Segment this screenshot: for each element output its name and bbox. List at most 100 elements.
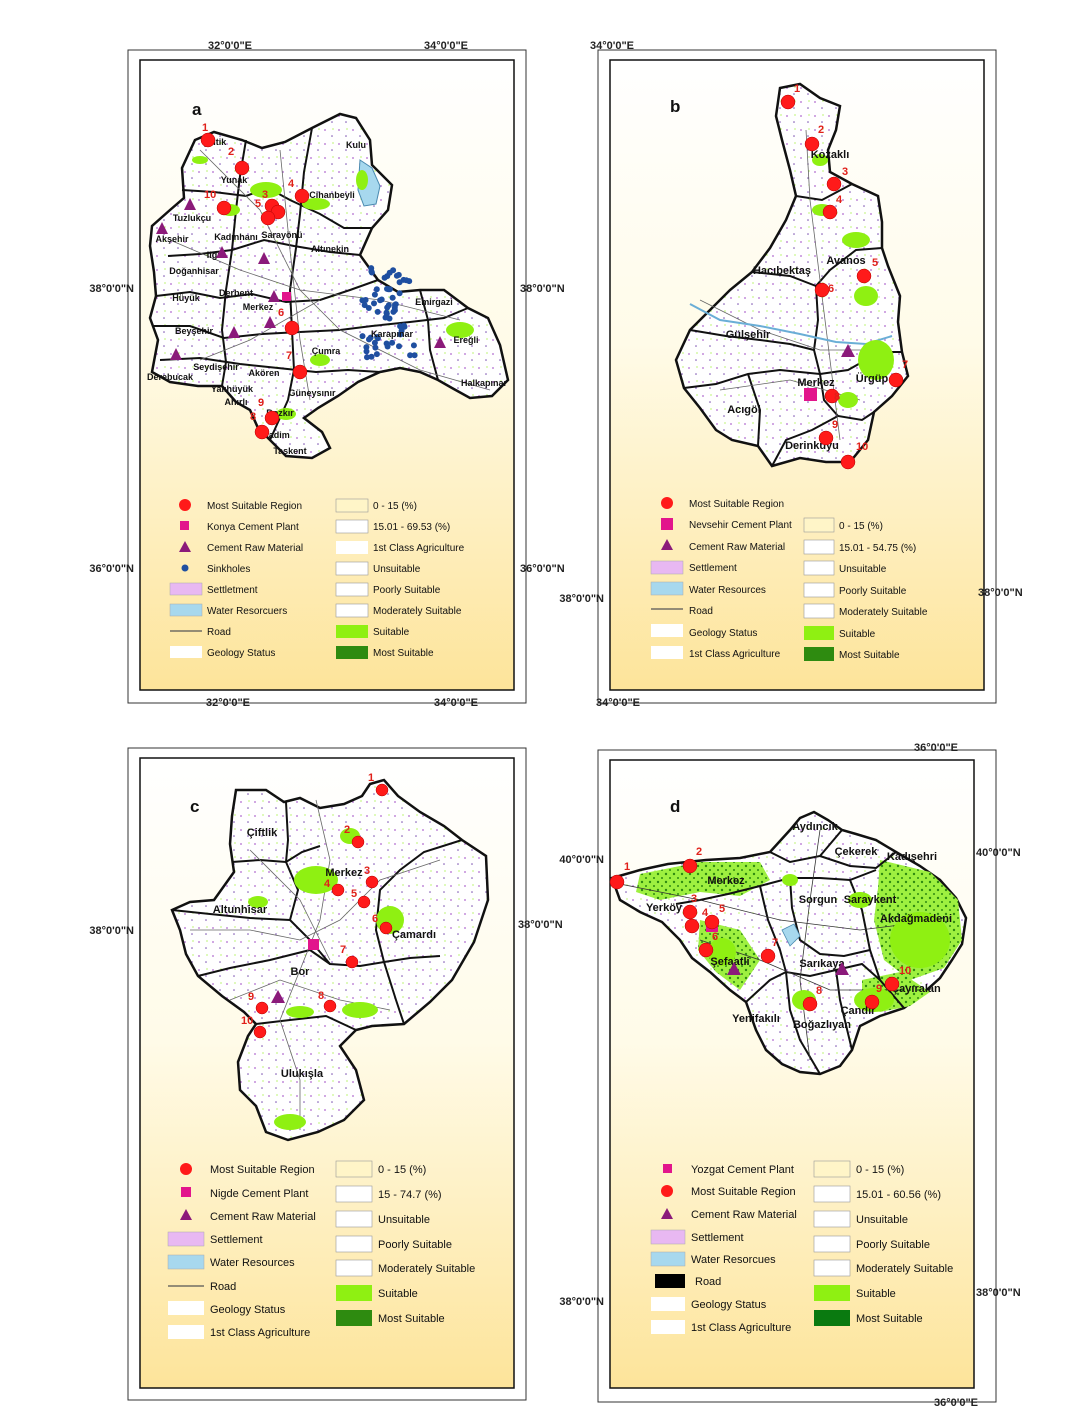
legend-symbol	[336, 646, 368, 659]
legend-symbol	[336, 1310, 372, 1326]
region-marker	[375, 783, 389, 797]
raw-material-marker	[170, 348, 182, 360]
nevsehir-boundary	[674, 82, 910, 468]
sinkhole-point	[385, 302, 392, 309]
legend-label: Poorly Suitable	[373, 585, 441, 596]
legend-label: Poorly Suitable	[839, 586, 907, 597]
region-number: 3	[364, 865, 370, 877]
region-marker	[284, 320, 300, 336]
district-label: Emirgazi	[415, 297, 453, 307]
region-marker	[254, 424, 270, 440]
district-label: Çayıralan	[891, 983, 941, 995]
region-marker	[365, 875, 379, 889]
legend-symbol	[335, 1259, 373, 1277]
legend-label: Water Resorcuers	[207, 606, 287, 617]
road-network	[169, 149, 491, 401]
region-number: 1	[202, 122, 208, 134]
district-label: Çandır	[841, 1005, 877, 1017]
legend-symbol	[335, 1235, 373, 1253]
district-label: Ahırlı	[224, 397, 247, 407]
region-number: 2	[344, 824, 350, 836]
legend-symbol	[804, 647, 834, 661]
legend-c: Most Suitable Region Nigde Cement Plant …	[167, 1160, 475, 1339]
region-number: 6	[712, 931, 718, 943]
region-number: 9	[248, 991, 254, 1003]
legend-symbol	[663, 1164, 672, 1173]
panel-c: 38°0'0"N 38°0'0"N Çift	[89, 747, 563, 1401]
panel-label-c: c	[190, 797, 199, 816]
legend-symbol	[336, 541, 368, 554]
panel-b-frame	[597, 49, 997, 704]
cement-plant-marker	[308, 939, 319, 950]
legend-symbol	[650, 581, 684, 596]
legend-symbol	[661, 518, 673, 530]
legend-label: Geology Status	[689, 628, 757, 639]
sinkhole-point	[403, 277, 410, 284]
legend-d: Yozgat Cement Plant Most Suitable Region…	[650, 1160, 953, 1334]
legend-label: Unsuitable	[856, 1214, 908, 1226]
legend-label: Settlement	[689, 563, 737, 574]
coord-left-2: 38°0'0"N	[559, 1296, 604, 1308]
region-marker	[216, 200, 232, 216]
sinkhole-point	[391, 307, 398, 314]
region-numbers-d: 1 2 3 4 5 6 7 8 9 10	[624, 846, 911, 997]
water-body	[781, 923, 801, 947]
panel-label-d: d	[670, 797, 680, 816]
region-marker	[824, 388, 840, 404]
legend-label: 1st Class Agriculture	[210, 1327, 310, 1339]
legend-label: Water Resorcues	[691, 1254, 776, 1266]
sinkhole-point	[363, 348, 370, 355]
coord-right-1: 38°0'0"N	[520, 283, 565, 295]
coord-right-1: 38°0'0"N	[978, 587, 1023, 599]
district-label: Yunak	[221, 175, 249, 185]
legend-symbol	[181, 564, 189, 572]
legend-symbol	[169, 603, 203, 617]
region-number: 2	[696, 846, 702, 858]
district-label: Merkez	[325, 867, 363, 879]
raw-material-marker	[156, 222, 168, 234]
coord-right-1: 40°0'0"N	[976, 847, 1021, 859]
district-label: Akşehir	[155, 234, 189, 244]
legend-label: 1st Class Agriculture	[691, 1322, 791, 1334]
region-number: 2	[228, 146, 234, 158]
region-marker	[379, 921, 393, 935]
region-number: 7	[340, 944, 346, 956]
coord-left-1: 40°0'0"N	[559, 854, 604, 866]
region-marker	[331, 883, 345, 897]
region-numbers-b: 1 2 3 4 5 6 7 8 9 10	[794, 83, 908, 453]
raw-material-marker	[268, 290, 280, 302]
raw-material-marker	[841, 344, 855, 357]
region-number: 8	[834, 391, 840, 403]
district-label: Güneysınır	[288, 388, 336, 398]
sinkhole-point	[359, 333, 366, 340]
sinkhole-point	[389, 339, 396, 346]
sinkholes-cluster	[359, 265, 418, 361]
legend-label: 0 - 15 (%)	[856, 1164, 904, 1176]
district-label: Saraykent	[844, 894, 897, 906]
legend-label: 0 - 15 (%)	[378, 1164, 426, 1176]
legend-label: Road	[689, 606, 713, 617]
legend-b: Most Suitable Region Nevsehir Cement Pla…	[650, 497, 928, 661]
legend-symbol	[655, 1274, 685, 1288]
district-label: Şefaatli	[710, 956, 749, 968]
district-label: Sorgun	[799, 894, 838, 906]
district-labels-d: Aydıncık Çekerek Kadışehri Merkez Yerköy…	[646, 821, 952, 1031]
region-number: 3	[842, 166, 848, 178]
suitable-region-markers-d	[609, 858, 900, 1012]
region-number: 5	[872, 257, 878, 269]
region-number: 4	[324, 878, 331, 890]
district-label: Ilgın	[207, 250, 226, 260]
region-number: 4	[702, 907, 709, 919]
region-numbers-a: 1 2 3 4 5 6 7 8 9 10	[202, 122, 295, 423]
legend-label: Yozgat Cement Plant	[691, 1164, 794, 1176]
cement-plant-marker	[282, 292, 291, 301]
sinkhole-point	[374, 334, 381, 340]
suitable-patches	[192, 156, 474, 420]
legend-symbol	[180, 1163, 192, 1175]
district-label: Derebucak	[147, 372, 194, 382]
coord-top-2: 34°0'0"E	[424, 40, 468, 52]
district-label: Seydişehir	[193, 362, 239, 372]
sinkhole-point	[361, 302, 368, 309]
region-number: 9	[876, 983, 882, 995]
coord-right-2: 38°0'0"N	[976, 1287, 1021, 1299]
